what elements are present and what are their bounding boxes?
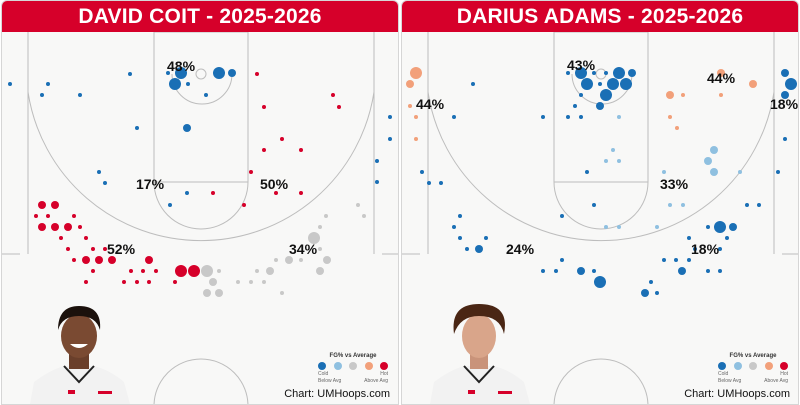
- shot-chart-panel-coit: DAVID COIT - 2025-2026: [1, 0, 399, 405]
- player-photo: [430, 304, 530, 404]
- panel-title: DARIUS ADAMS - 2025-2026: [402, 1, 798, 32]
- legend-warm-hex-icon: [764, 362, 773, 370]
- zone-pct-label: 44%: [707, 70, 736, 86]
- legend-hot-hex-icon: [780, 362, 788, 370]
- legend-title: FG% vs Average: [329, 353, 377, 359]
- chart-credit: Chart: UMHoops.com: [284, 388, 390, 400]
- legend-cold-label: Cold: [318, 371, 329, 377]
- legend-above-label: Above Avg: [364, 378, 388, 384]
- zone-pct-label: 44%: [416, 96, 445, 112]
- panel-title: DAVID COIT - 2025-2026: [2, 1, 398, 32]
- zone-pct-label: 50%: [260, 176, 289, 192]
- legend-cold-label: Cold: [718, 371, 729, 377]
- legend-cold-hex-icon: [318, 362, 326, 370]
- legend-below-label: Below Avg: [318, 378, 342, 384]
- player-photo: [30, 306, 130, 404]
- zone-pct-label: 18%: [770, 96, 799, 112]
- zone-pct-label: 43%: [567, 57, 596, 73]
- legend-hot-label: Hot: [380, 371, 388, 377]
- zone-pct-label: 52%: [107, 241, 136, 257]
- legend-below-label: Below Avg: [718, 378, 742, 384]
- court-diagram: [402, 32, 798, 404]
- legend-title: FG% vs Average: [729, 353, 777, 359]
- chart-credit: Chart: UMHoops.com: [684, 388, 790, 400]
- zone-pct-label: 34%: [289, 241, 318, 257]
- shot-hexes: [8, 67, 392, 207]
- zone-pct-label: 24%: [506, 241, 535, 257]
- shot-chart-panel-adams: DARIUS ADAMS - 2025-2026: [401, 0, 799, 405]
- legend-cool-hex-icon: [333, 362, 342, 370]
- zone-pct-label: 18%: [691, 241, 720, 257]
- zone-pct-label: 33%: [660, 176, 689, 192]
- fg-legend: FG% vs Average Cold Hot Below Avg Above Av…: [718, 353, 788, 384]
- legend-hot-hex-icon: [380, 362, 388, 370]
- zone-pct-label: 17%: [136, 176, 165, 192]
- fg-legend: FG% vs Average Cold Hot Below Avg Above Av…: [318, 353, 388, 384]
- legend-avg-hex-icon: [349, 362, 357, 370]
- legend-warm-hex-icon: [364, 362, 373, 370]
- legend-cold-hex-icon: [718, 362, 726, 370]
- zone-pct-label: 48%: [167, 58, 196, 74]
- legend-hot-label: Hot: [780, 371, 788, 377]
- court-diagram: [2, 32, 398, 404]
- legend-above-label: Above Avg: [764, 378, 788, 384]
- legend-cool-hex-icon: [733, 362, 742, 370]
- legend-avg-hex-icon: [749, 362, 757, 370]
